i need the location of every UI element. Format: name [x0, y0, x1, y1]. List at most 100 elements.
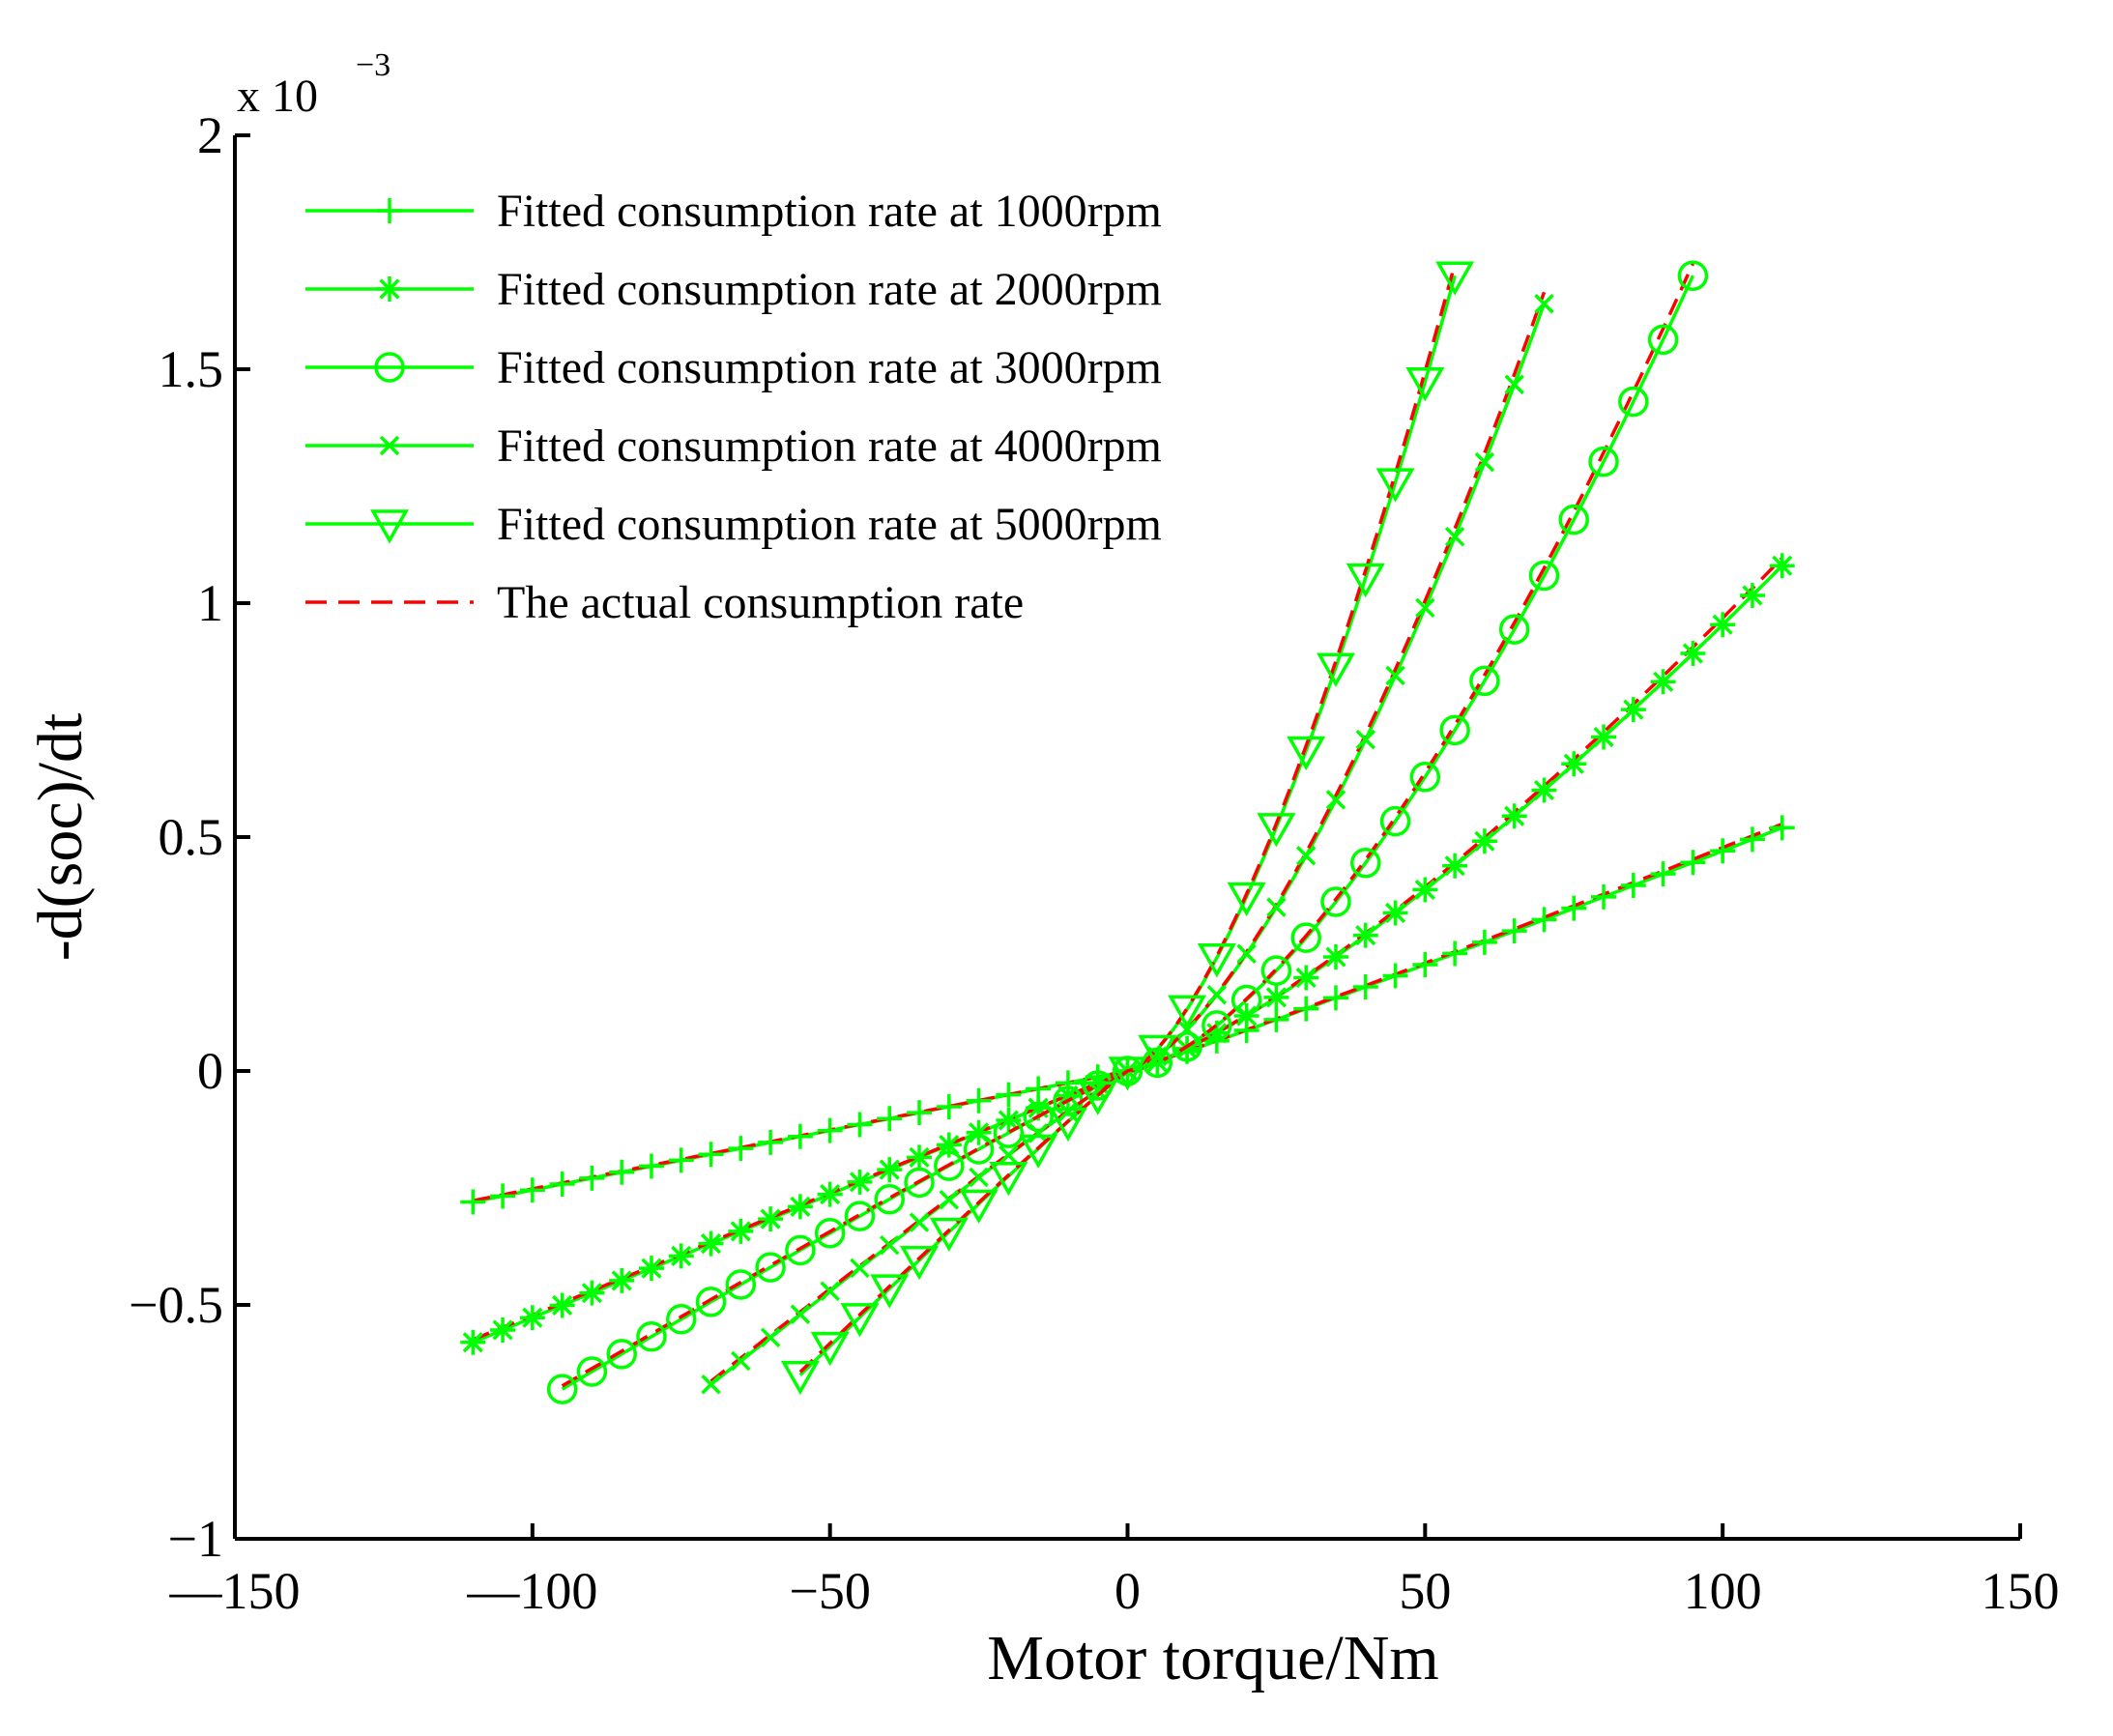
y-tick-label: 0 [197, 1042, 223, 1100]
plus-marker [907, 1100, 933, 1126]
x-marker [1385, 665, 1405, 686]
star-marker [966, 1119, 992, 1145]
star-marker [877, 1157, 903, 1183]
circle-marker [546, 1374, 578, 1404]
x-marker [969, 1167, 989, 1188]
triangle-marker [369, 509, 410, 544]
fitted-line [472, 564, 1783, 1345]
triangle-marker [810, 1331, 850, 1367]
x-marker [1474, 451, 1495, 473]
circle-marker [1290, 922, 1321, 953]
star-marker [1442, 853, 1468, 879]
triangle-marker [1405, 367, 1445, 402]
x-marker [379, 435, 400, 456]
circle-marker [1379, 805, 1411, 837]
plus-marker [787, 1123, 813, 1149]
plus-marker [936, 1093, 962, 1119]
star-marker [1501, 803, 1527, 829]
triangle-marker [1197, 943, 1236, 978]
plus-marker [1442, 940, 1468, 967]
x-marker [939, 1189, 960, 1210]
plus-marker [1769, 815, 1795, 841]
circle-marker [1350, 847, 1381, 879]
circle-marker [1588, 446, 1619, 477]
circle-marker [1023, 1101, 1054, 1133]
circle-marker [725, 1269, 757, 1300]
legend-label: Fitted consumption rate at 4000rpm [497, 420, 1162, 472]
star-marker [817, 1181, 843, 1207]
y-tick-label: 2 [197, 106, 223, 164]
star-marker [847, 1169, 873, 1195]
star-marker [1203, 1020, 1230, 1046]
x-marker [1176, 1019, 1198, 1040]
circle-marker [785, 1234, 816, 1266]
x-marker [909, 1212, 930, 1232]
x-tick-label: 150 [1982, 1562, 2060, 1620]
y-tick-label: −1 [168, 1510, 223, 1568]
plus-marker [1471, 929, 1497, 955]
plus-marker [1739, 826, 1765, 853]
star-marker [1055, 1083, 1081, 1109]
triangle-marker [1375, 468, 1415, 503]
x-tick-label: 50 [1399, 1562, 1451, 1620]
star-marker [1471, 828, 1497, 854]
triangle-marker [900, 1245, 940, 1281]
plus-marker [698, 1142, 724, 1168]
plus-marker [1382, 963, 1408, 989]
plus-marker [638, 1153, 664, 1179]
triangle-marker [870, 1274, 910, 1309]
circle-marker [1439, 714, 1470, 746]
circle-marker [636, 1321, 667, 1352]
star-marker [668, 1243, 694, 1269]
circle-marker [1528, 560, 1560, 592]
legend-label: Fitted consumption rate at 3000rpm [497, 342, 1162, 393]
y-multiplier-label: x 10 [237, 71, 318, 122]
x-marker [731, 1350, 751, 1372]
plus-marker [519, 1177, 545, 1203]
circle-marker [874, 1183, 905, 1215]
y-tick-label: 1.5 [159, 340, 224, 398]
circle-marker [1647, 324, 1679, 356]
triangle-marker [1019, 1134, 1058, 1169]
legend-label: The actual consumption rate [497, 577, 1024, 628]
star-marker [1352, 922, 1378, 948]
circle-marker [963, 1134, 995, 1165]
circle-marker [695, 1287, 727, 1317]
series-1 [460, 553, 1795, 1355]
star-marker [1263, 984, 1289, 1010]
star-marker [1293, 965, 1319, 991]
plus-marker [1412, 952, 1438, 978]
plus-marker [668, 1147, 694, 1173]
x-tick-label: 0 [1114, 1562, 1141, 1620]
triangle-marker [959, 1189, 999, 1225]
legend: Fitted consumption rate at 1000rpm Fitted… [305, 186, 1162, 628]
circle-marker [1498, 614, 1530, 645]
x-marker [1147, 1046, 1168, 1067]
x-marker [1028, 1123, 1049, 1143]
triangle-marker [1048, 1107, 1087, 1143]
x-tick-label: —100 [466, 1562, 597, 1620]
circle-marker [1320, 886, 1351, 917]
plus-marker [996, 1082, 1022, 1108]
triangle-marker [1316, 652, 1355, 687]
x-tick-label: −50 [789, 1562, 870, 1620]
legend-label: Fitted consumption rate at 1000rpm [497, 186, 1162, 237]
y-tick-label: 0.5 [159, 808, 224, 866]
x-marker [1087, 1081, 1108, 1101]
plus-marker [460, 1189, 486, 1215]
y-axis-label: -d(soc)/dt [25, 713, 96, 962]
x-marker [820, 1281, 840, 1301]
plus-marker [609, 1159, 635, 1185]
triangle-marker [989, 1162, 1028, 1197]
x-marker [1295, 846, 1317, 866]
series-4 [780, 261, 1475, 1396]
series-0 [460, 815, 1795, 1215]
star-marker [609, 1267, 635, 1293]
circle-marker [1469, 665, 1500, 697]
circle-marker [1172, 1031, 1202, 1062]
triangle-marker [1227, 882, 1266, 917]
star-marker [1382, 900, 1408, 926]
plus-marker [1710, 838, 1736, 864]
star-marker [1739, 582, 1765, 608]
